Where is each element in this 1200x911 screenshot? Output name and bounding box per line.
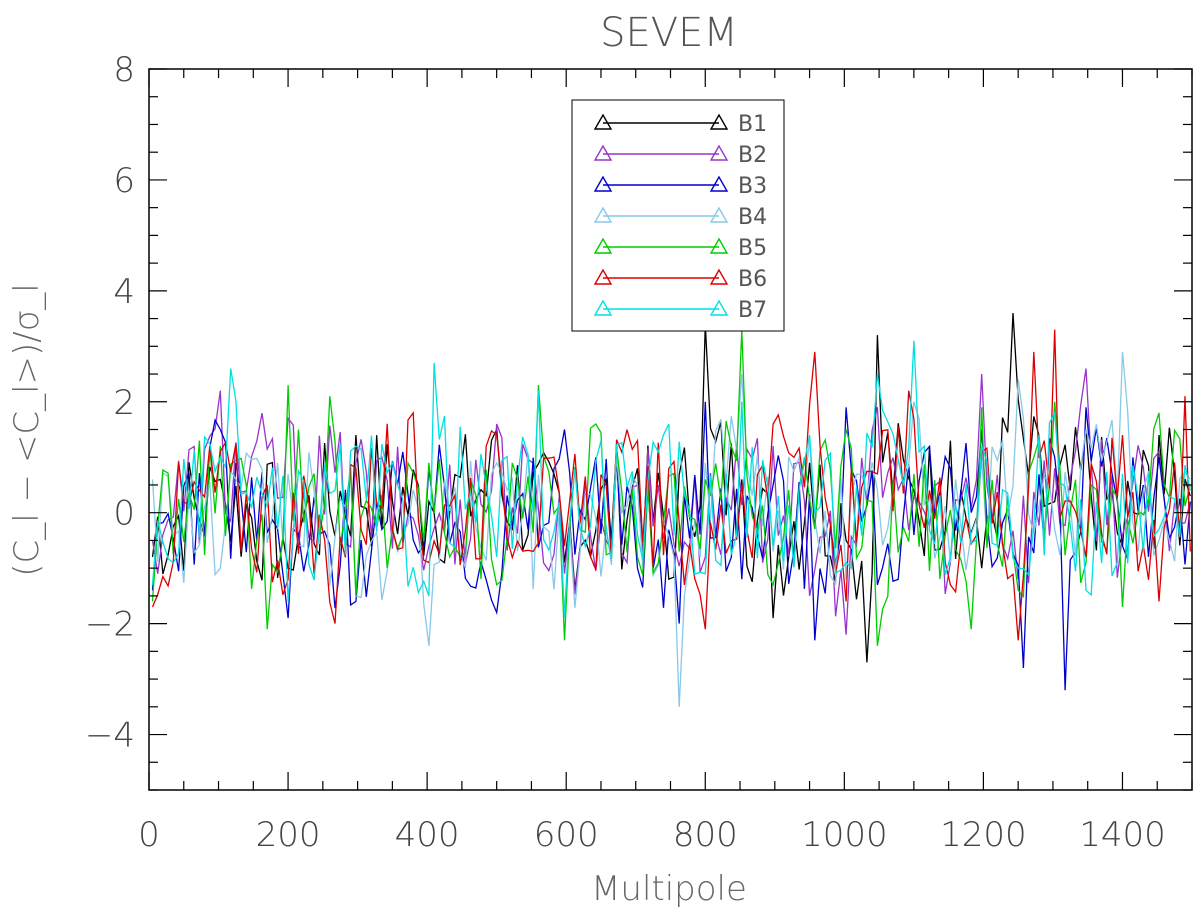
legend-marker xyxy=(593,144,613,161)
y-tick-label: −2 xyxy=(85,605,135,645)
legend-marker xyxy=(709,299,729,316)
legend-label-b2: B2 xyxy=(738,143,767,168)
legend-label-b7: B7 xyxy=(738,298,767,323)
tick-labels: 0 200 400 600 800 1000 1200 1400 −4 −2 0 2 4 6 8 xyxy=(85,50,1166,855)
legend-label-b1: B1 xyxy=(738,112,767,137)
series-line-b6 xyxy=(151,329,1191,641)
legend: B1 B2 B3 B4 B5 B6 B7 xyxy=(571,99,785,332)
legend-marker xyxy=(593,206,613,223)
y-tick-label: 6 xyxy=(113,161,135,201)
legend-marker xyxy=(709,113,729,130)
y-tick-label: −4 xyxy=(85,716,135,756)
x-tick-label: 400 xyxy=(395,815,460,855)
y-tick-label: 4 xyxy=(113,272,135,312)
x-tick-label: 1200 xyxy=(940,815,1027,855)
series-line-b3 xyxy=(151,401,1191,691)
x-axis-label: Multipole xyxy=(591,869,747,909)
x-tick-label: 200 xyxy=(256,815,321,855)
legend-marker xyxy=(593,237,613,254)
ticks-layer xyxy=(148,68,1193,791)
legend-label-b4: B4 xyxy=(738,205,767,230)
y-tick-label: 0 xyxy=(113,494,135,534)
x-tick-label: 1000 xyxy=(801,815,888,855)
legend-marker xyxy=(709,268,729,285)
legend-label-b3: B3 xyxy=(738,174,767,199)
y-tick-label: 2 xyxy=(113,383,135,423)
y-tick-label: 8 xyxy=(113,50,135,90)
legend-label-b6: B6 xyxy=(738,267,767,292)
legend-marker xyxy=(593,299,613,316)
legend-marker xyxy=(709,144,729,161)
chart-title: SEVEM xyxy=(600,10,738,56)
legend-marker xyxy=(593,268,613,285)
x-tick-label: 1400 xyxy=(1079,815,1166,855)
legend-marker xyxy=(709,206,729,223)
legend-label-b5: B5 xyxy=(738,236,767,261)
y-axis-label: (C_l − <C_l>)/σ_l xyxy=(7,283,47,576)
series-layer xyxy=(151,312,1191,707)
legend-marker xyxy=(593,113,613,130)
x-tick-label: 0 xyxy=(138,815,160,855)
legend-marker xyxy=(593,175,613,192)
legend-entries: B1 B2 B3 B4 B5 B6 B7 xyxy=(593,112,767,323)
legend-marker xyxy=(709,175,729,192)
legend-marker xyxy=(709,237,729,254)
x-tick-label: 600 xyxy=(534,815,599,855)
series-line-b7 xyxy=(151,340,1191,619)
x-tick-label: 800 xyxy=(673,815,738,855)
